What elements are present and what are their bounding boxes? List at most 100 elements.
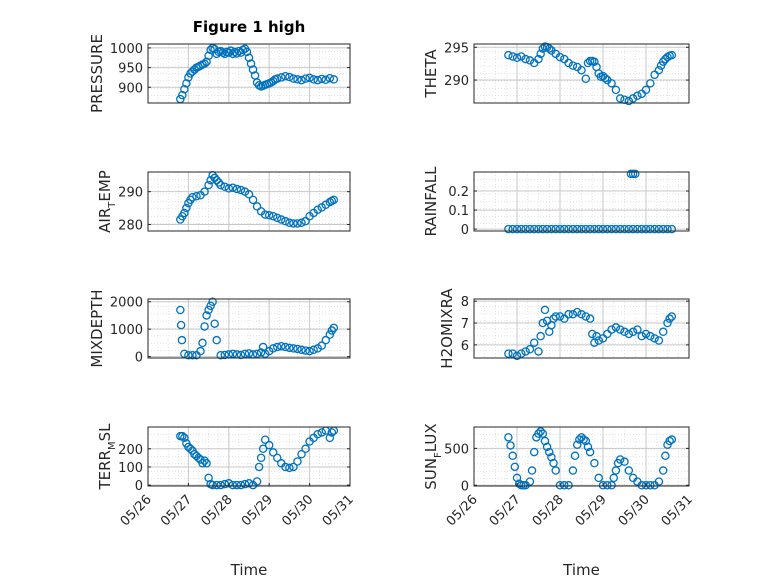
data-point (568, 61, 578, 70)
data-point (551, 312, 560, 321)
data-point (551, 224, 560, 234)
data-point (178, 431, 187, 441)
data-point (637, 224, 646, 234)
data-point (607, 224, 616, 234)
data-point (667, 50, 677, 60)
data-point (658, 224, 668, 234)
data-point (577, 65, 586, 75)
axes-background (474, 427, 689, 486)
data-point (568, 224, 578, 234)
data-point (325, 330, 335, 339)
data-point (650, 224, 659, 234)
data-point (637, 331, 646, 341)
data-point (293, 344, 302, 354)
data-point (220, 350, 230, 360)
data-point (607, 79, 616, 88)
data-point (305, 346, 314, 356)
data-point (285, 343, 294, 353)
data-point (609, 473, 619, 483)
data-point (667, 224, 677, 234)
data-point (325, 73, 335, 83)
data-point (650, 334, 659, 343)
data-point (244, 53, 254, 63)
data-point (581, 74, 591, 83)
data-point (521, 54, 530, 64)
data-point (525, 56, 535, 65)
data-point (607, 481, 616, 490)
y-axis-label-subscript: F (433, 452, 444, 458)
data-point (579, 435, 588, 444)
data-point (667, 435, 677, 444)
data-point (216, 180, 225, 190)
y-axis-label-main: SUN (422, 458, 440, 490)
data-point (196, 346, 205, 356)
axes-background (474, 172, 689, 231)
data-point (180, 349, 189, 359)
data-point (327, 428, 337, 437)
data-point (572, 440, 582, 449)
data-point (240, 479, 250, 489)
data-point (667, 312, 677, 321)
data-point (650, 70, 659, 80)
data-point (517, 349, 526, 358)
y-tick-label: 1000 (110, 42, 143, 57)
data-point (244, 190, 254, 199)
data-point (508, 349, 517, 358)
data-point (631, 169, 640, 179)
data-point (232, 49, 242, 58)
data-point (654, 336, 664, 345)
data-point (204, 180, 213, 190)
data-point (572, 307, 582, 317)
data-point (289, 344, 298, 353)
y-axis-label-tail: SL (96, 423, 114, 442)
data-point (534, 347, 543, 356)
data-point (658, 57, 668, 66)
data-point (594, 224, 603, 234)
data-point (603, 329, 612, 339)
data-point (214, 178, 223, 187)
data-point (254, 462, 264, 472)
data-point (321, 75, 331, 85)
data-point (658, 466, 668, 475)
data-point (180, 84, 189, 94)
data-point (277, 73, 286, 82)
data-point (281, 72, 290, 81)
data-point (268, 448, 278, 457)
data-point (510, 462, 520, 472)
y-axis-label-main: TERR (96, 450, 114, 491)
data-point (646, 79, 655, 88)
data-point (583, 442, 593, 452)
data-point (216, 480, 225, 490)
data-point (228, 183, 238, 192)
data-point (208, 480, 217, 490)
subplot-1: 900 950 1000 PRESSURE Figure 1 high (88, 18, 351, 113)
data-point (309, 75, 318, 84)
data-point (598, 224, 608, 234)
data-point (545, 447, 554, 457)
x-axis-label: Time (562, 561, 600, 579)
axes-frame (147, 43, 351, 104)
data-point (202, 57, 211, 66)
data-point (232, 480, 242, 490)
data-point (200, 322, 209, 331)
data-point (504, 224, 513, 234)
data-point (512, 351, 522, 361)
y-tick-label: 100 (118, 461, 143, 476)
data-point (620, 327, 629, 337)
data-point (538, 429, 548, 438)
data-point (665, 436, 674, 446)
figure-title: Figure 1 high (193, 18, 306, 36)
data-point (611, 85, 621, 95)
data-point (246, 59, 256, 68)
data-point (641, 85, 651, 95)
minor-grid (148, 172, 350, 231)
data-point (641, 329, 651, 339)
data-series (504, 427, 677, 490)
data-point (297, 345, 306, 355)
data-point (564, 310, 573, 319)
data-point (560, 224, 569, 234)
data-point (281, 216, 290, 226)
data-point (577, 310, 586, 319)
data-point (525, 477, 535, 486)
data-point (661, 451, 670, 461)
